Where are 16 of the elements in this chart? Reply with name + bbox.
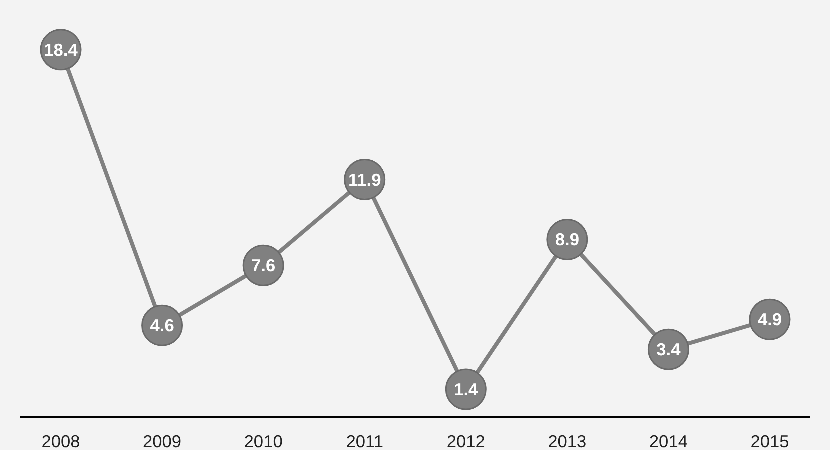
x-tick-label: 2011 <box>346 432 384 450</box>
x-tick-label: 2014 <box>649 432 688 450</box>
x-tick-label: 2015 <box>750 432 790 450</box>
data-label: 4.9 <box>758 310 782 330</box>
data-label: 8.9 <box>555 230 580 250</box>
x-tick-label: 2008 <box>42 432 80 450</box>
x-tick-label: 2009 <box>143 432 182 450</box>
data-label: 18.4 <box>44 40 78 60</box>
data-label: 7.6 <box>252 256 276 276</box>
data-label: 4.6 <box>150 316 175 336</box>
x-tick-label: 2012 <box>446 432 486 450</box>
data-label: 1.4 <box>454 380 479 400</box>
x-tick-label: 2013 <box>548 432 587 450</box>
x-tick-label: 2010 <box>244 432 283 450</box>
data-label: 3.4 <box>656 340 682 360</box>
data-label: 11.9 <box>348 170 382 190</box>
